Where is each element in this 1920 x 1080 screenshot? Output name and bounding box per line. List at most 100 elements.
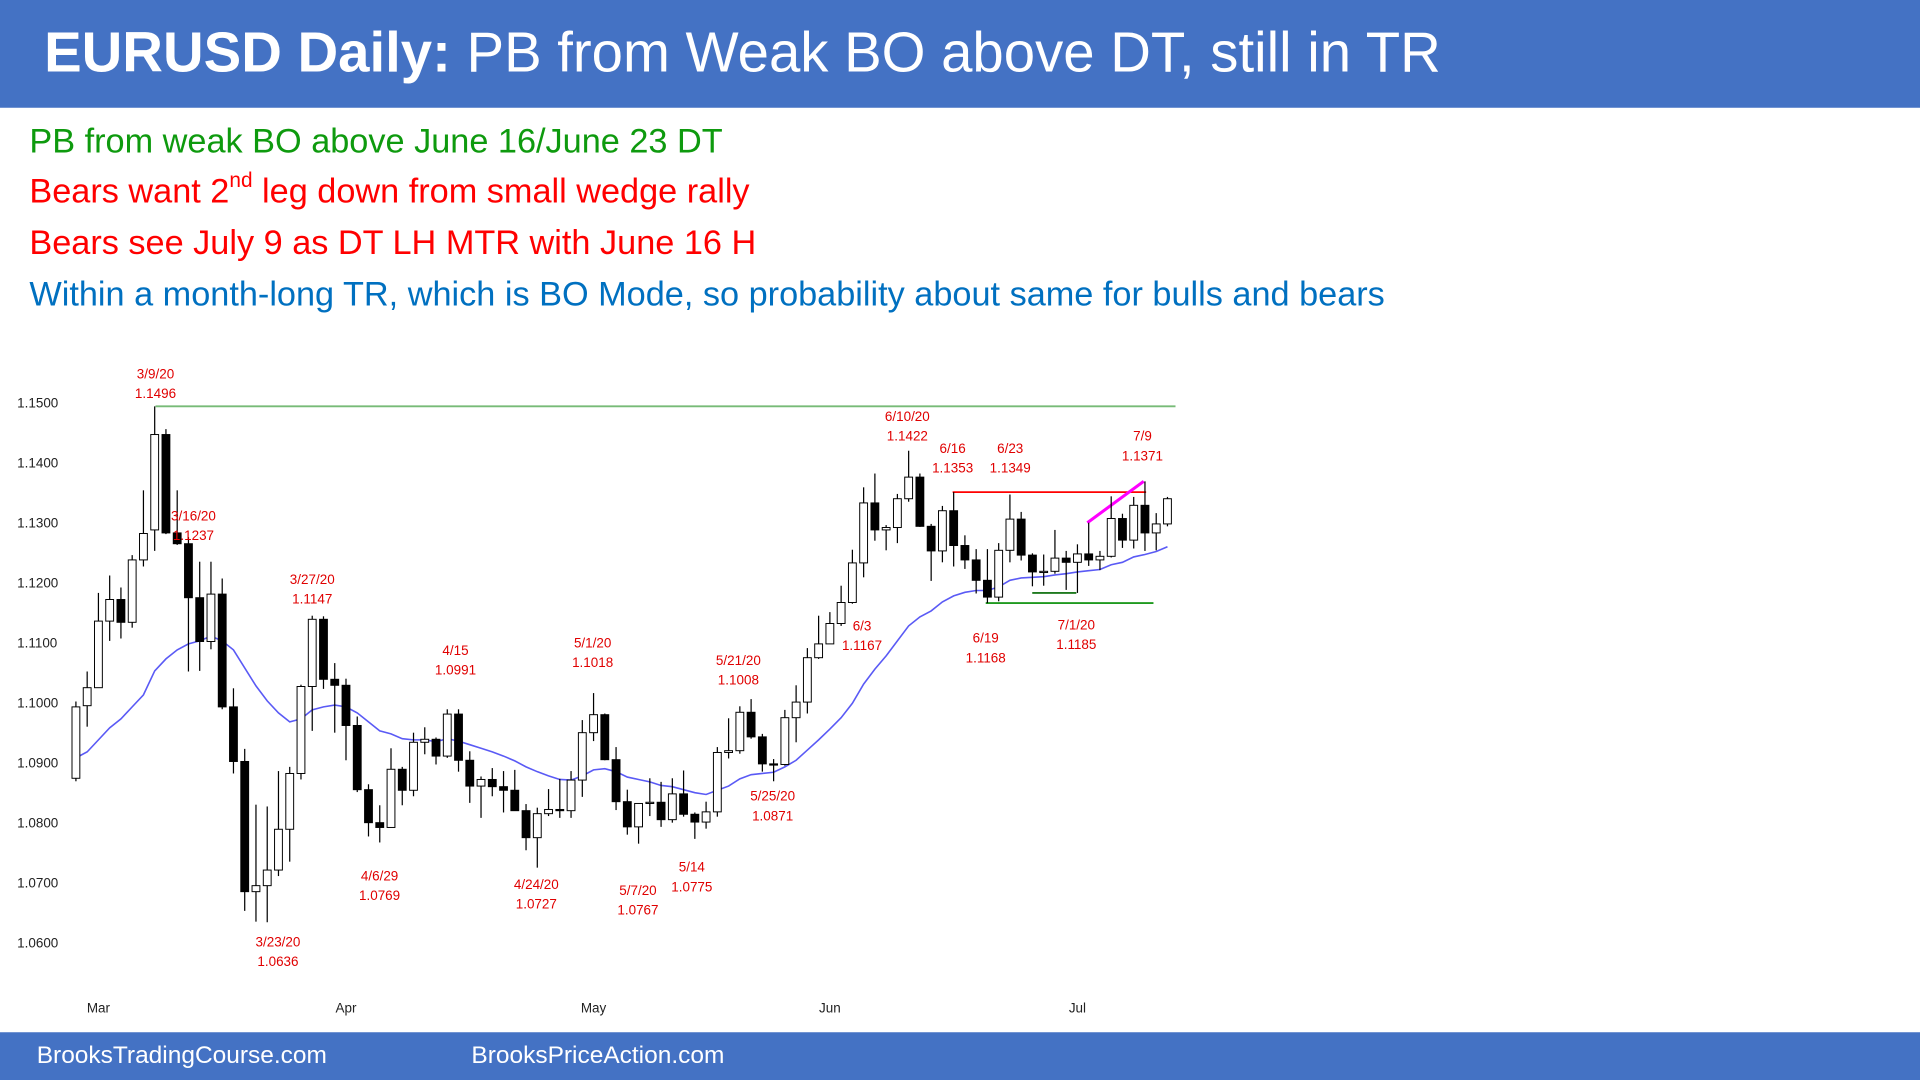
y-tick-label: 1.1200 [17,575,58,590]
candle-body [465,759,475,787]
annotation-price: 1.1185 [1056,637,1096,652]
candle-body [307,618,317,687]
candle-body [499,786,508,791]
annotation-price: 1.1353 [932,461,973,476]
annotation-price: 1.0871 [752,808,793,823]
y-tick-label: 1.0900 [17,755,58,770]
annotation-date: 3/23/20 [256,934,301,949]
candle-body [240,760,250,893]
candle-body [150,434,160,531]
footer-left: BrooksTradingCourse.com [37,1042,327,1069]
annotation-date: 5/14 [679,860,706,875]
y-tick-label: 1.0600 [17,935,58,950]
candle-body [184,543,193,599]
candle-body [386,768,396,828]
candle-body [206,593,216,642]
annotation-date: 4/15 [442,643,468,658]
candle-body [577,732,587,781]
candle-body [1061,557,1071,563]
candle-body [904,476,914,500]
x-tick-label: Apr [336,1001,357,1016]
candle-body [757,736,767,765]
candle-body [825,623,835,645]
candle-body [1140,504,1150,534]
candle-body [161,434,171,534]
candle-body [217,593,227,708]
note: PB from weak BO above June 16/June 23 DT [29,122,722,160]
annotation-date: 4/24/20 [514,877,559,892]
candle-body [1084,553,1094,561]
annotation-date: 3/9/20 [137,366,174,381]
candle-body [1028,554,1037,573]
candle-body [634,802,643,828]
annotation-date: 6/10/20 [885,409,930,424]
candle-body [870,502,880,531]
annotation-price: 1.0769 [359,888,400,903]
candle-body [454,713,463,761]
candle-body [274,828,283,871]
candle-body [364,789,373,824]
annotation-price: 1.1371 [1122,448,1163,463]
annotation-price: 1.1496 [135,386,176,401]
candle-body [892,498,902,529]
candle-body [1095,555,1105,561]
candle-body [836,602,846,624]
candle-body [285,772,295,830]
candle-body [1106,518,1116,557]
candle-body [555,808,565,812]
candle-body [622,801,632,828]
note: Within a month-long TR, which is BO Mode… [29,275,1384,313]
note-sup: nd [229,169,252,192]
candle-body [926,525,936,552]
candle-body [712,751,722,813]
candle-body [544,808,553,815]
candle-body [937,510,947,552]
annotation-date: 5/1/20 [574,636,611,651]
annotation-price: 1.0767 [617,903,658,918]
candle-body [915,476,925,527]
candle-body [960,545,970,561]
annotation-date: 7/9 [1133,429,1152,444]
candle-body [679,793,688,815]
candle-body [319,618,328,680]
candle-body [859,502,869,564]
candle-body [476,778,486,787]
candle-body [442,713,452,757]
candle-body [127,559,137,623]
candle-body [1163,498,1172,525]
candle-body [881,527,891,531]
header-bar [0,0,1920,108]
annotation-price: 1.0991 [435,663,476,678]
title-rest: PB from Weak BO above DT, still in TR [451,20,1441,83]
candle-body [611,759,621,803]
annotation-price: 1.1422 [887,429,928,444]
candle-body [420,738,430,743]
candle-body [746,711,756,738]
candle-body [971,559,981,581]
candle-body [983,579,992,598]
candle-body [262,869,272,887]
annotation-date: 6/19 [973,631,999,646]
annotation-price: 1.1147 [292,592,332,607]
annotation-price: 1.0775 [671,879,712,894]
candle-body [229,706,238,762]
title: EURUSD Daily: PB from Weak BO above DT, … [44,20,1441,83]
annotation-date: 7/1/20 [1058,617,1095,632]
candle-body [139,533,148,561]
candle-body [397,768,407,791]
candle-body [1129,504,1139,541]
x-tick-label: Jul [1069,1001,1086,1016]
candle-body [71,706,81,779]
x-tick-label: Mar [87,1001,111,1016]
candle-body [532,813,542,839]
candle-body [667,793,677,821]
candle-body [1050,557,1060,572]
candle-body [1118,518,1127,541]
candle-body [589,714,598,734]
y-tick-label: 1.0800 [17,815,58,830]
annotation-date: 6/16 [940,441,966,456]
annotation-date: 3/27/20 [290,572,335,587]
candle-body [82,687,92,707]
candle-body [116,599,126,623]
y-tick-label: 1.0700 [17,875,58,890]
